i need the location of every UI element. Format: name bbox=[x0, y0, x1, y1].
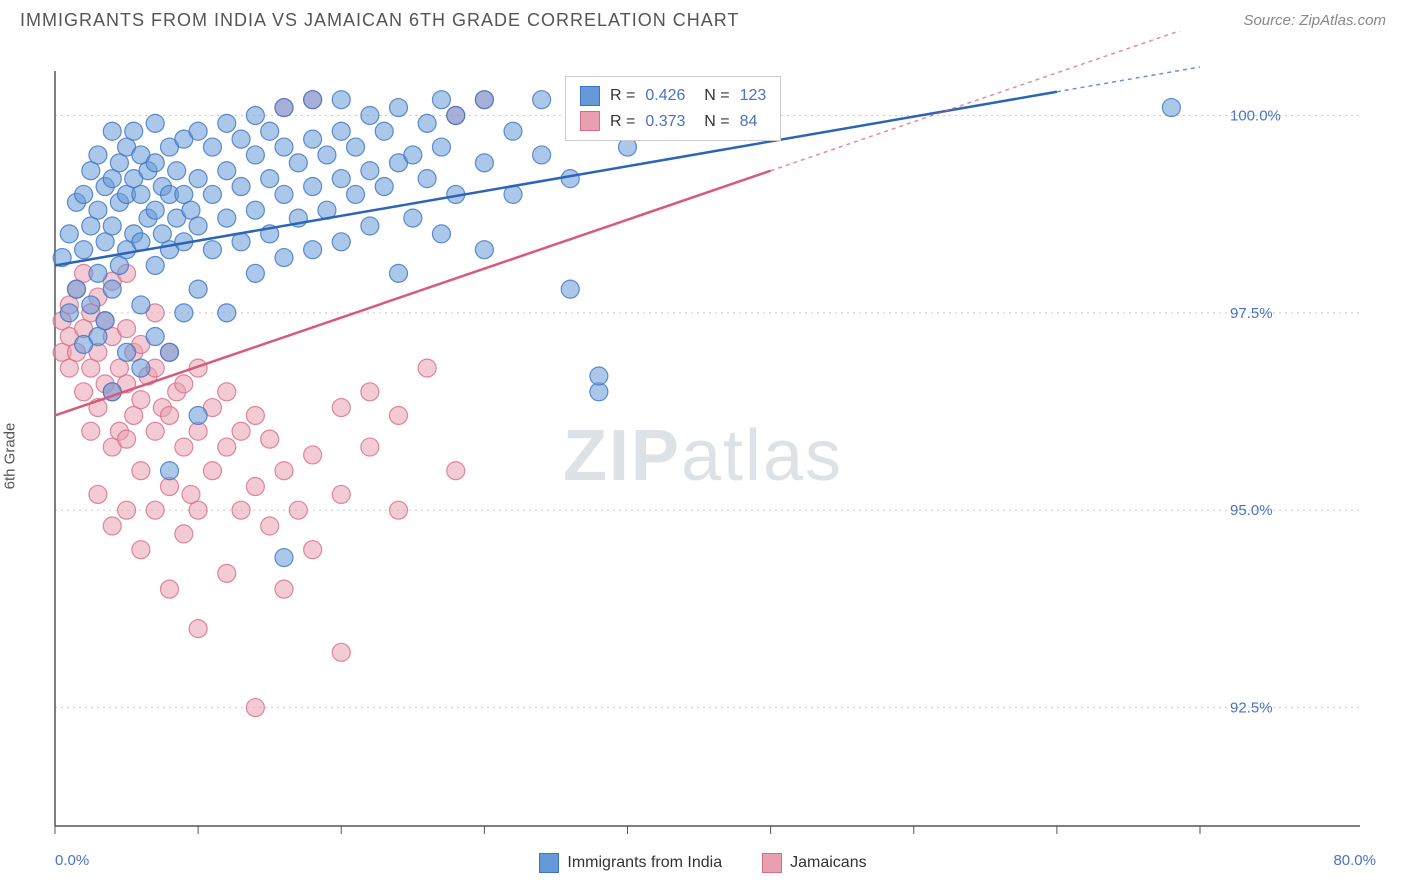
stats-row: R = 0.373 N = 84 bbox=[580, 109, 766, 135]
n-value: 123 bbox=[740, 83, 767, 109]
svg-text:100.0%: 100.0% bbox=[1230, 107, 1281, 124]
svg-text:97.5%: 97.5% bbox=[1230, 305, 1273, 322]
legend-label: Jamaicans bbox=[790, 854, 866, 872]
stats-legend: R = 0.426 N = 123 R = 0.373 N = 84 bbox=[565, 76, 781, 141]
y-axis-label: 6th Grade bbox=[2, 423, 19, 490]
swatch-icon bbox=[762, 853, 782, 873]
legend-label: Immigrants from India bbox=[567, 854, 722, 872]
chart-title: IMMIGRANTS FROM INDIA VS JAMAICAN 6TH GR… bbox=[20, 10, 739, 31]
series-legend: Immigrants from India Jamaicans bbox=[0, 853, 1406, 873]
swatch-icon bbox=[580, 86, 600, 106]
swatch-icon bbox=[580, 111, 600, 131]
legend-item: Immigrants from India bbox=[539, 853, 722, 873]
n-value: 84 bbox=[740, 109, 758, 135]
legend-item: Jamaicans bbox=[762, 853, 866, 873]
svg-text:95.0%: 95.0% bbox=[1230, 502, 1273, 519]
stats-row: R = 0.426 N = 123 bbox=[580, 83, 766, 109]
svg-text:92.5%: 92.5% bbox=[1230, 700, 1273, 717]
scatter-chart: 92.5% 95.0% 97.5% 100.0% bbox=[0, 31, 1406, 881]
chart-area: 6th Grade ZIPatlas 92.5%95.0%97.5%100.0%… bbox=[0, 31, 1406, 881]
header: IMMIGRANTS FROM INDIA VS JAMAICAN 6TH GR… bbox=[0, 0, 1406, 31]
source-label: Source: ZipAtlas.com bbox=[1243, 12, 1386, 29]
r-value: 0.426 bbox=[645, 83, 685, 109]
r-value: 0.373 bbox=[645, 109, 685, 135]
swatch-icon bbox=[539, 853, 559, 873]
